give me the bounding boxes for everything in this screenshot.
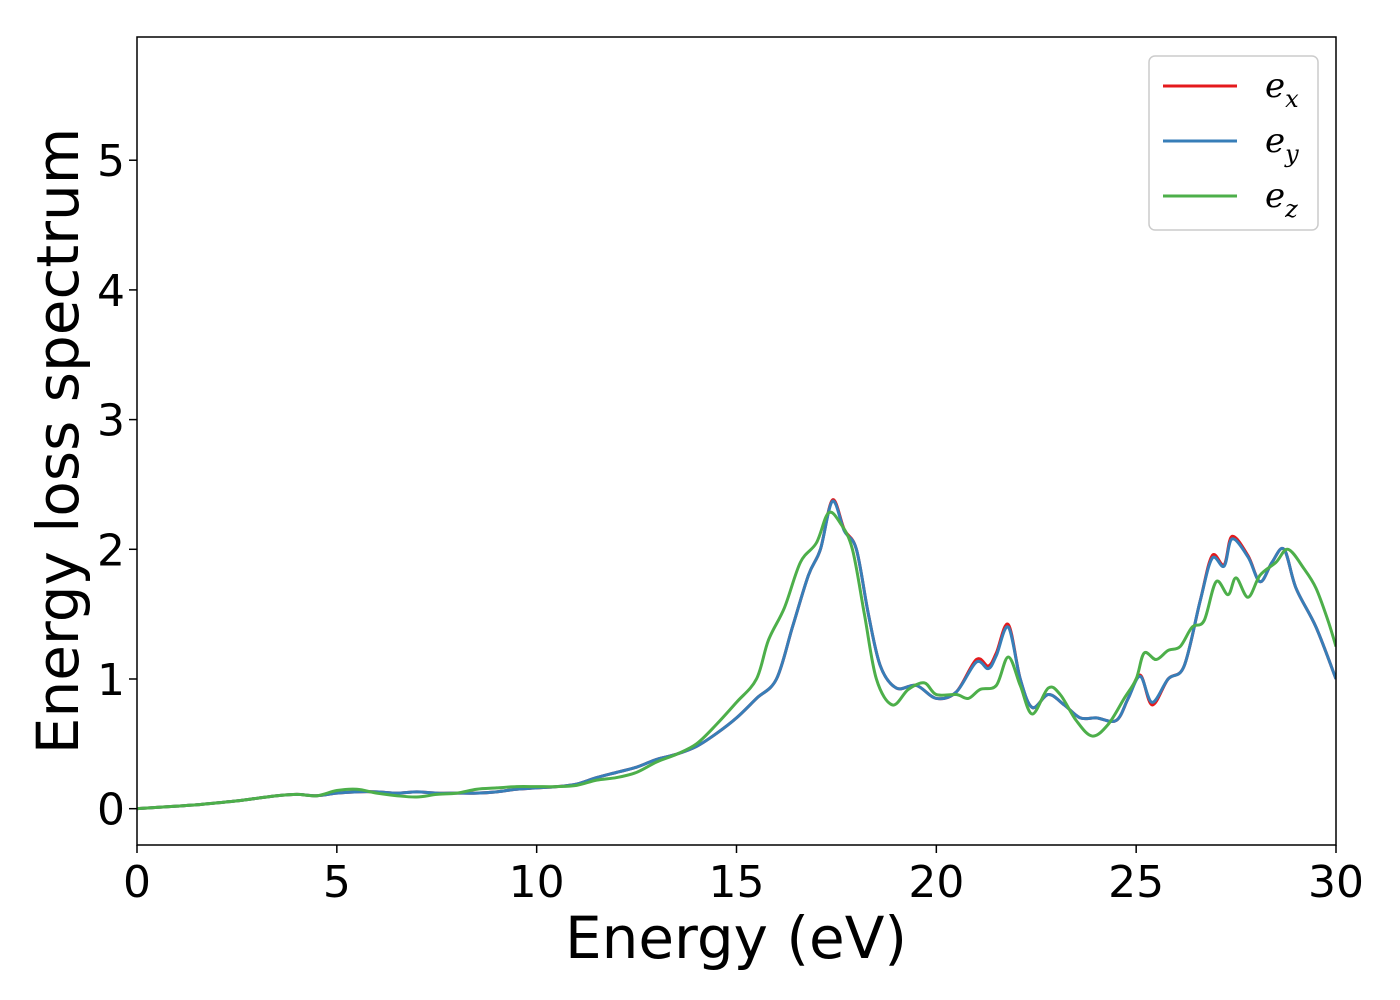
- x-axis-ticks: 0 5 10 15 20 25 30: [123, 845, 1364, 908]
- legend: ex ey ez: [1148, 55, 1319, 231]
- x-tick-label: 10: [509, 857, 565, 908]
- x-tick-label: 25: [1108, 857, 1164, 908]
- series-line-ex: [137, 498, 1336, 811]
- x-axis-label: Energy (eV): [565, 904, 907, 972]
- series-line-ey: [137, 499, 1336, 811]
- x-tick-label: 15: [709, 857, 765, 908]
- legend-label-ex: ex: [1265, 66, 1299, 113]
- legend-box: [1148, 55, 1319, 231]
- y-tick-label: 2: [97, 525, 125, 576]
- legend-label-ey: ey: [1265, 121, 1299, 168]
- y-tick-label: 3: [97, 396, 125, 447]
- y-axis-ticks: 0 1 2 3 4 5: [97, 136, 137, 836]
- x-tick-label: 5: [323, 857, 351, 908]
- x-tick-label: 30: [1308, 857, 1364, 908]
- legend-label-ez: ez: [1265, 176, 1298, 223]
- series-line-ez: [137, 510, 1336, 811]
- y-tick-label: 4: [97, 266, 125, 317]
- y-tick-label: 5: [97, 136, 125, 187]
- y-tick-label: 1: [97, 655, 125, 706]
- series-lines: [137, 498, 1336, 811]
- x-tick-label: 0: [123, 857, 151, 908]
- x-tick-label: 20: [908, 857, 964, 908]
- y-tick-label: 0: [97, 785, 125, 836]
- y-axis-label: Energy loss spectrum: [24, 128, 92, 754]
